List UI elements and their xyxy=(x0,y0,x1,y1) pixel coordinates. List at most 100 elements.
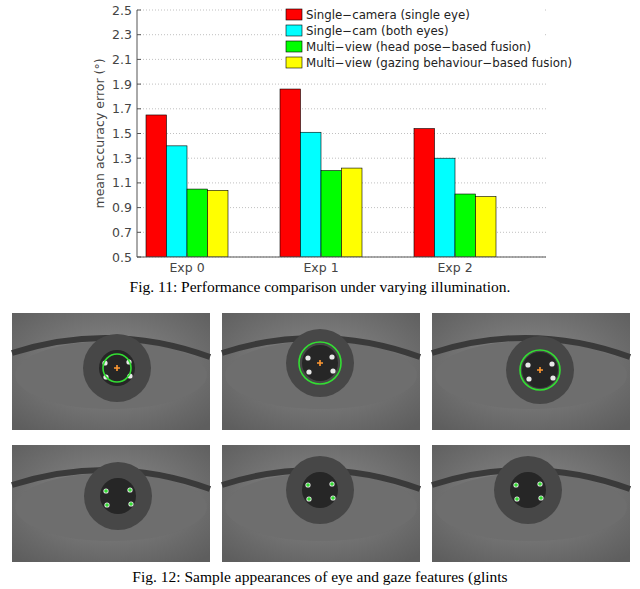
glint xyxy=(128,501,133,506)
bar xyxy=(208,190,229,257)
x-tick-label: Exp 0 xyxy=(169,260,204,275)
pupil-center xyxy=(317,360,323,366)
legend-swatch xyxy=(286,25,302,36)
eye-image xyxy=(12,313,210,430)
eye-image xyxy=(222,313,420,430)
image-background xyxy=(12,445,210,562)
glint xyxy=(306,369,311,374)
x-tick xyxy=(187,253,188,257)
glint-detection xyxy=(514,483,518,487)
y-tick-label: 2.3 xyxy=(112,27,132,42)
y-tick-label: 0.9 xyxy=(112,200,132,215)
grid-line xyxy=(137,158,546,159)
iris xyxy=(494,456,562,524)
glint-detection xyxy=(129,502,133,506)
glint-detection xyxy=(105,503,109,507)
pupil-fit xyxy=(299,342,341,384)
x-tick-label: Exp 2 xyxy=(437,260,472,275)
glint xyxy=(513,482,518,487)
legend-label: Single−cam (both eyes) xyxy=(306,24,449,38)
pupil-fit xyxy=(520,350,560,390)
y-tick xyxy=(137,10,141,11)
y-tick-label: 1.3 xyxy=(112,151,132,166)
bar xyxy=(167,146,188,257)
glint xyxy=(305,482,310,487)
caption: Fig. 12: Sample appearances of eye and g… xyxy=(132,568,507,586)
y-tick xyxy=(137,108,141,109)
pupil xyxy=(302,345,338,381)
pupil xyxy=(302,472,338,508)
y-tick-label: 1.7 xyxy=(112,101,132,116)
caption: Fig. 11: Performance comparison under va… xyxy=(130,278,511,295)
glint xyxy=(104,502,109,507)
pupil xyxy=(510,472,546,508)
eye-image xyxy=(12,445,210,562)
glint-detection xyxy=(538,482,542,486)
grid-line xyxy=(137,108,546,109)
y-tick xyxy=(137,182,141,183)
y-tick xyxy=(137,59,141,60)
glint xyxy=(329,354,334,359)
glint xyxy=(538,495,543,500)
glint xyxy=(103,488,108,493)
bar xyxy=(435,158,456,257)
glint xyxy=(550,375,555,380)
glint xyxy=(305,355,310,360)
iris xyxy=(83,334,151,402)
bar xyxy=(455,194,476,257)
eye-white xyxy=(435,473,627,541)
pupil-fit xyxy=(103,354,131,382)
glint xyxy=(330,368,335,373)
page: 0.50.70.91.11.31.51.71.92.12.32.5mean ac… xyxy=(0,0,640,589)
legend-label: Single−camera (single eye) xyxy=(306,8,470,22)
bar xyxy=(476,196,497,257)
y-tick-label: 1.1 xyxy=(112,175,132,190)
glint xyxy=(526,376,531,381)
y-tick xyxy=(137,232,141,233)
iris xyxy=(286,329,354,397)
glint xyxy=(514,496,519,501)
y-tick xyxy=(137,207,141,208)
glint-detection xyxy=(128,488,132,492)
bar xyxy=(280,89,301,257)
bar xyxy=(342,168,363,257)
eye-white xyxy=(15,473,207,541)
glint-detection xyxy=(330,482,334,486)
y-tick xyxy=(137,84,141,85)
legend-swatch xyxy=(286,57,302,68)
iris xyxy=(84,462,152,530)
x-tick xyxy=(455,253,456,257)
bar xyxy=(414,129,435,257)
grid-line xyxy=(137,133,546,134)
glint-detection xyxy=(307,497,311,501)
eye-white xyxy=(225,473,417,541)
y-tick-label: 1.5 xyxy=(112,126,132,141)
y-axis-label: mean accuracy error (°) xyxy=(92,58,107,208)
glint xyxy=(306,496,311,501)
y-tick-label: 2.5 xyxy=(112,3,132,18)
pupil-center xyxy=(114,365,120,371)
image-background xyxy=(432,313,630,430)
glint xyxy=(525,362,530,367)
glint-detection xyxy=(306,483,310,487)
glint-detection xyxy=(539,496,543,500)
eye-image xyxy=(222,445,420,562)
iris xyxy=(506,336,574,404)
glint-detection xyxy=(104,489,108,493)
image-background xyxy=(222,313,420,430)
legend-swatch xyxy=(286,9,302,20)
glint xyxy=(537,481,542,486)
image-background xyxy=(432,445,630,562)
image-background xyxy=(222,445,420,562)
x-tick-label: Exp 1 xyxy=(303,260,338,275)
legend-label: Multi−view (head pose−based fusion) xyxy=(306,40,531,54)
eye-image xyxy=(432,313,630,430)
glint-detection xyxy=(515,497,519,501)
grid-line xyxy=(137,84,546,85)
y-tick-label: 0.5 xyxy=(112,250,132,265)
figure-canvas: 0.50.70.91.11.31.51.71.92.12.32.5mean ac… xyxy=(0,0,640,589)
x-axis-line xyxy=(137,257,546,258)
y-tick xyxy=(137,257,141,258)
chart: 0.50.70.91.11.31.51.71.92.12.32.5mean ac… xyxy=(92,3,572,276)
glint xyxy=(127,487,132,492)
